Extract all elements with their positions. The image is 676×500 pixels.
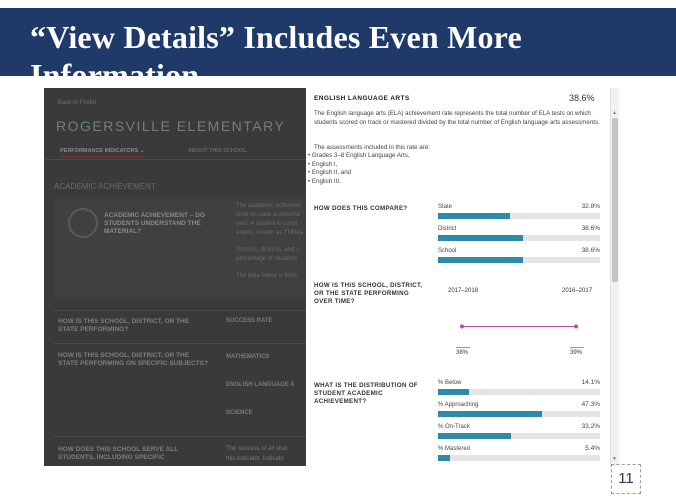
bar-track — [438, 213, 600, 219]
scrollbar-thumb[interactable] — [612, 118, 618, 282]
slide-title: “View Details” Includes Even More Inform… — [30, 19, 522, 76]
bar-value: 14.1% — [581, 379, 600, 386]
bar-value: 32.8% — [581, 203, 600, 210]
card-line: The academic achievem — [236, 203, 302, 209]
card-line: Schools, districts, and s — [236, 247, 300, 253]
year-label: 2017–2018 — [448, 288, 479, 294]
row-text: The success of all stud — [226, 446, 288, 452]
row-label[interactable]: MATHEMATICS — [226, 354, 270, 360]
achievement-icon — [68, 208, 98, 238]
scroll-up-icon[interactable]: ▲ — [612, 110, 617, 116]
bar-track — [438, 455, 600, 461]
bar-label: % On-Track — [438, 424, 470, 430]
row-text: this indicator. Indicato — [226, 456, 284, 462]
bar-label: State — [438, 204, 453, 210]
bar-value: 33.2% — [581, 423, 600, 430]
value-underline — [456, 347, 470, 348]
row-question: HOW IS THIS SCHOOL, DISTRICT, OR THE STA… — [58, 352, 208, 367]
background-school-page: Back to Finder ROGERSVILLE ELEMENTARY PE… — [44, 88, 306, 466]
back-to-finder-link[interactable]: Back to Finder — [58, 100, 97, 106]
ela-details-panel: ENGLISH LANGUAGE ARTS 38.6% The English … — [306, 88, 610, 466]
bar-fill — [438, 257, 524, 263]
card-line: level on state assessme — [236, 212, 301, 218]
value-underline — [570, 347, 584, 348]
over-time-question: HOW IS THIS SCHOOL, DISTRICT, OR THE STA… — [314, 282, 423, 305]
trend-point — [574, 324, 578, 329]
row-label[interactable]: ENGLISH LANGUAGE A — [226, 382, 295, 388]
trend-line-chart — [460, 324, 578, 329]
list-item: English III. — [308, 178, 410, 187]
year-value: 38% — [456, 350, 469, 356]
card-heading: ACADEMIC ACHIEVEMENT – DO STUDENTS UNDER… — [104, 212, 205, 235]
bar-fill — [438, 411, 543, 417]
bar-fill — [438, 433, 512, 439]
panel-scrollbar[interactable]: ▲ ▼ — [610, 88, 619, 466]
bar-fill — [438, 455, 450, 461]
list-item: Grades 3–8 English Language Arts, — [308, 152, 410, 161]
academic-achievement-card: ACADEMIC ACHIEVEMENT – DO STUDENTS UNDER… — [54, 198, 306, 298]
bar-label: % Mastered — [438, 446, 471, 452]
card-line: next. A student is consi — [236, 221, 298, 227]
compare-question: HOW DOES THIS COMPARE? — [314, 205, 408, 212]
card-line: exams, known as TNRea — [236, 230, 303, 236]
bar-track — [438, 257, 600, 263]
bar-label: District — [438, 226, 457, 232]
page-tabs: PERFORMANCE INDICATORS ⌄ ABOUT THIS SCHO… — [44, 144, 306, 160]
list-item: English II, and — [308, 169, 410, 178]
card-line: percentage of students — [236, 256, 298, 262]
row-question: HOW DOES THIS SCHOOL SERVE ALL STUDENTS,… — [58, 446, 179, 461]
panel-description: The English language arts (ELA) achievem… — [314, 110, 600, 126]
row-question: HOW IS THIS SCHOOL, DISTRICT, OR THE STA… — [58, 318, 190, 333]
bar-fill — [438, 389, 470, 395]
bar-track — [438, 235, 600, 241]
section-heading: ACADEMIC ACHIEVEMENT — [54, 182, 156, 191]
tab-about-this-school[interactable]: ABOUT THIS SCHOOL — [188, 148, 247, 154]
bar-label: School — [438, 248, 457, 254]
page-number: 11 — [611, 464, 641, 494]
year-label: 2016–2017 — [562, 288, 593, 294]
bar-label: % Approaching — [438, 402, 479, 408]
card-line: The data below is from — [236, 273, 297, 279]
scroll-down-icon[interactable]: ▼ — [612, 456, 617, 462]
panel-title: ENGLISH LANGUAGE ARTS — [314, 95, 410, 102]
bar-value: 38.6% — [581, 247, 600, 254]
list-item: English I, — [308, 161, 410, 170]
assessment-list: Grades 3–8 English Language Arts, Englis… — [308, 152, 410, 186]
panel-rate-value: 38.6% — [569, 93, 595, 103]
assessments-intro: The assessments included in this rate ar… — [314, 144, 430, 151]
divider — [54, 310, 306, 311]
bar-fill — [438, 235, 524, 241]
slide-title-banner: “View Details” Includes Even More Inform… — [0, 8, 676, 76]
distribution-question: WHAT IS THE DISTRIBUTION OF STUDENT ACAD… — [314, 382, 418, 405]
trend-point — [460, 324, 464, 329]
bar-track — [438, 411, 600, 417]
tab-performance-indicators[interactable]: PERFORMANCE INDICATORS ⌄ — [60, 148, 145, 158]
bar-fill — [438, 213, 511, 219]
divider — [54, 436, 306, 437]
row-label[interactable]: SCIENCE — [226, 410, 253, 416]
bar-track — [438, 433, 600, 439]
row-label[interactable]: SUCCESS RATE — [226, 318, 273, 324]
bar-value: 47.3% — [581, 401, 600, 408]
bar-value: 5.4% — [585, 445, 600, 452]
bar-value: 38.6% — [581, 225, 600, 232]
divider — [54, 343, 306, 344]
year-value: 39% — [570, 350, 583, 356]
bar-label: % Below — [438, 380, 462, 386]
school-name: ROGERSVILLE ELEMENTARY — [56, 118, 286, 134]
bar-track — [438, 389, 600, 395]
